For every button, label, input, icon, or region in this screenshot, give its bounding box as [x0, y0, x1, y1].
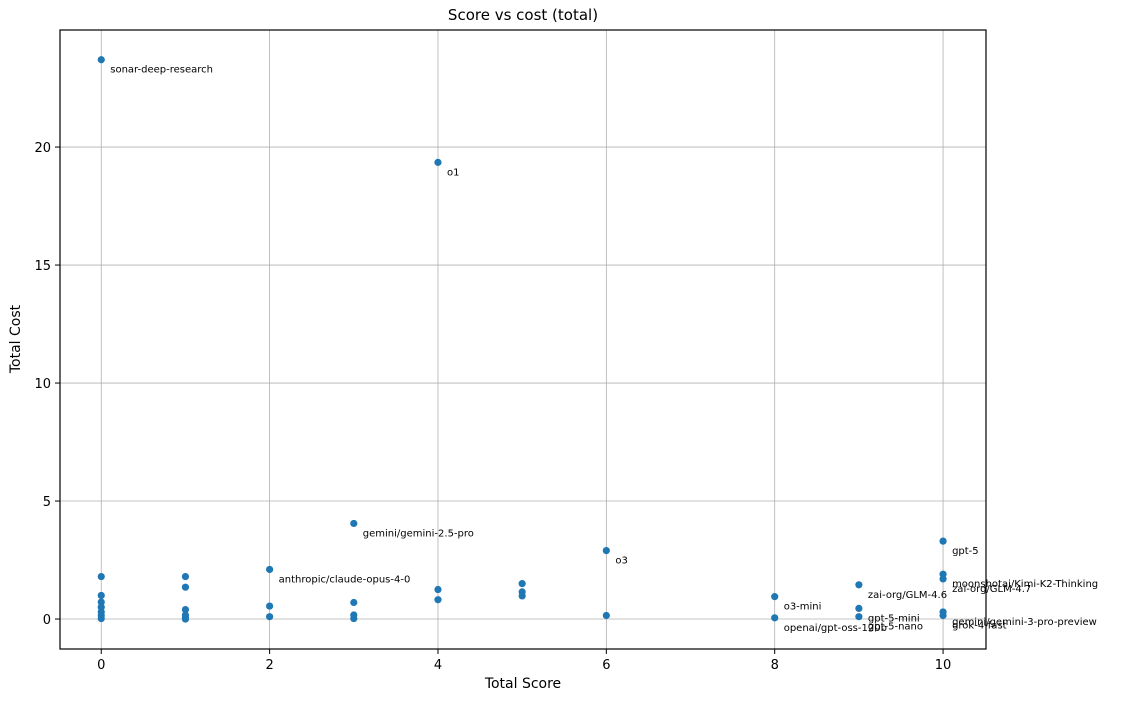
- scatter-point: [939, 575, 947, 583]
- y-tick-label: 5: [43, 495, 51, 510]
- point-label: gpt-5-nano: [868, 622, 923, 633]
- x-tick-label: 6: [602, 658, 610, 673]
- scatter-point: [434, 158, 442, 166]
- point-label: zai-org/GLM-4.7: [952, 584, 1031, 595]
- scatter-point: [181, 572, 190, 581]
- scatter-point: [181, 583, 190, 591]
- scatter-point: [939, 611, 947, 620]
- x-tick-label: 2: [265, 658, 273, 673]
- scatter-point: [350, 598, 358, 607]
- point-label: o1: [447, 167, 459, 178]
- scatter-point: [350, 614, 358, 623]
- x-tick-label: 0: [97, 658, 105, 673]
- point-label: gpt-5: [952, 546, 979, 557]
- scatter-point: [939, 537, 947, 545]
- x-tick-label: 4: [434, 658, 442, 673]
- y-tick-label: 20: [34, 141, 51, 156]
- scatter-point: [602, 546, 610, 555]
- point-label: o3-mini: [784, 602, 822, 613]
- point-label: gemini/gemini-3-pro-preview: [952, 617, 1097, 628]
- scatter-point: [771, 614, 779, 622]
- scatter-point: [266, 602, 274, 610]
- point-label: anthropic/claude-opus-4-0: [279, 574, 411, 585]
- point-label: grok-4-fast: [952, 620, 1007, 631]
- scatter-point: [181, 605, 190, 614]
- scatter-point: [97, 614, 105, 623]
- point-label: sonar-deep-research: [110, 65, 213, 76]
- scatter-point: [97, 572, 105, 581]
- x-tick-label: 10: [935, 658, 952, 673]
- x-tick-label: 8: [771, 658, 779, 673]
- scatter-point: [97, 598, 105, 606]
- scatter-point: [855, 613, 863, 621]
- scatter-point: [97, 56, 105, 64]
- points-layer: [97, 56, 947, 623]
- point-label: zai-org/GLM-4.6: [868, 590, 947, 601]
- scatter-point: [266, 565, 274, 574]
- point-label: o3: [615, 556, 627, 567]
- y-tick-label: 0: [43, 613, 51, 628]
- scatter-point: [181, 615, 190, 623]
- scatter-point: [602, 611, 610, 620]
- scatter-point: [518, 592, 526, 600]
- y-tick-label: 15: [34, 259, 51, 274]
- plot-border: [59, 29, 987, 650]
- scatter-point: [771, 593, 779, 601]
- scatter-point: [855, 581, 863, 589]
- scatter-point: [434, 596, 442, 604]
- scatter-point: [855, 604, 863, 613]
- y-tick-label: 10: [34, 377, 51, 392]
- scatter-point: [266, 613, 274, 621]
- labels-layer: sonar-deep-research o1 gemini/gemini-2.5-p…: [110, 65, 1098, 634]
- scatter-point: [350, 519, 358, 528]
- point-label: openai/gpt-oss-120b: [784, 623, 887, 634]
- axes-layer: 0 2 4 6 8 10 0 5 10 15 20: [34, 29, 987, 673]
- scatter-point: [97, 591, 105, 600]
- grid-layer: [60, 30, 986, 649]
- chart-title: Score vs cost (total): [448, 6, 598, 24]
- scatter-point: [434, 585, 442, 594]
- point-label: gemini/gemini-2.5-pro: [363, 528, 474, 539]
- x-axis-label: Total Score: [484, 676, 561, 692]
- scatter-point: [518, 580, 526, 588]
- point-label: gpt-5-mini: [868, 613, 920, 624]
- y-axis-label: Total Cost: [8, 304, 24, 374]
- point-label: moonshotai/Kimi-K2-Thinking: [952, 579, 1098, 590]
